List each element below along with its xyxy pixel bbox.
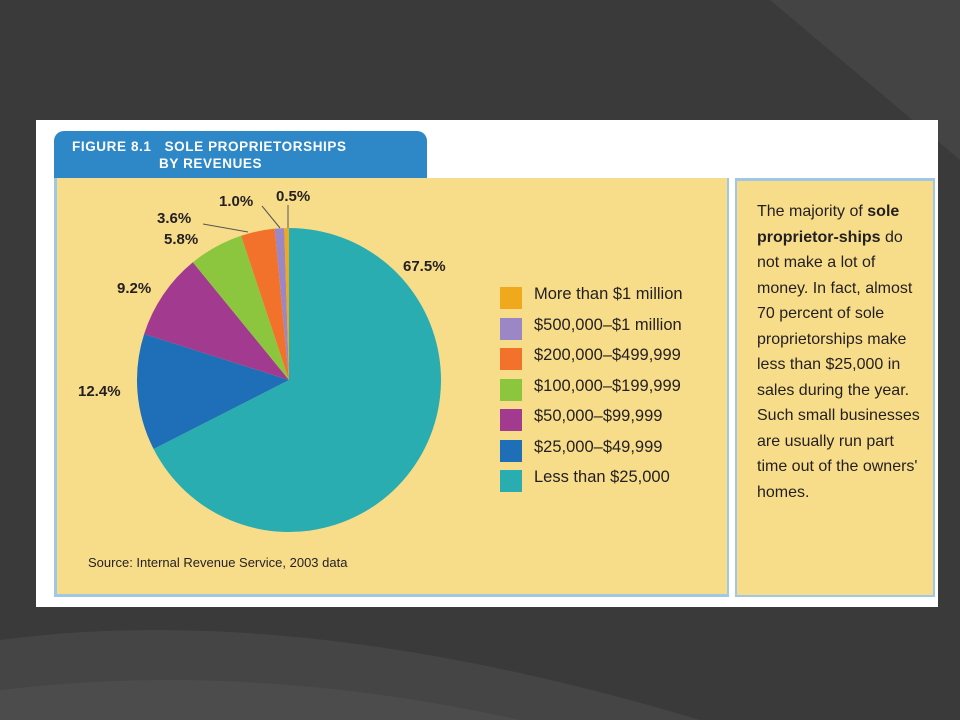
pie-slice xyxy=(284,228,289,380)
pie-percent-label: 12.4% xyxy=(78,383,121,400)
legend-label: Less than $25,000 xyxy=(534,468,670,486)
pie-percent-label: 9.2% xyxy=(117,280,152,297)
sidebar-text-part1: The majority of xyxy=(757,203,863,220)
figure-title: FIGURE 8.1 SOLE PROPRIETORSHIPS BY REVEN… xyxy=(72,138,347,172)
legend-swatch xyxy=(500,470,522,492)
sidebar-text-part2: do not make a lot of money. In fact, alm… xyxy=(757,228,920,501)
legend-swatch xyxy=(500,287,522,309)
pie-slice xyxy=(153,228,441,532)
legend-swatch xyxy=(500,317,522,340)
legend-label: $25,000–$49,999 xyxy=(534,437,663,456)
figure-title-tab xyxy=(54,131,427,179)
legend-swatch xyxy=(500,409,522,431)
legend-swatch xyxy=(500,439,522,462)
sidebar-text-bold: sole proprietor-ships xyxy=(757,203,900,246)
pie-slice xyxy=(274,228,289,380)
sidebar-text: The majority of sole proprietor-ships do… xyxy=(757,199,927,505)
legend-label: $200,000–$499,999 xyxy=(534,346,681,364)
pie-leader-line xyxy=(202,223,249,233)
legend-label: More than $1 million xyxy=(534,285,683,303)
legend-swatch xyxy=(500,378,522,401)
pie-percent-label: 5.8% xyxy=(164,231,199,248)
pie-percent-label: 67.5% xyxy=(403,258,446,275)
pie-slice xyxy=(241,228,289,380)
pie-percent-label: 1.0% xyxy=(219,193,254,210)
pie-percent-label: 0.5% xyxy=(276,188,311,205)
pie-slice xyxy=(137,333,289,450)
legend-label: $50,000–$99,999 xyxy=(534,407,663,425)
pie-slice xyxy=(192,235,289,380)
chart-source: Source: Internal Revenue Service, 2003 d… xyxy=(88,555,348,570)
sidebar-box xyxy=(735,178,935,597)
pie-slice xyxy=(144,262,289,380)
legend-swatch xyxy=(500,348,522,370)
pie-leader-line xyxy=(261,205,281,229)
pie-percent-label: 3.6% xyxy=(157,210,192,227)
figure-title-line-2: BY REVENUES xyxy=(72,156,263,171)
legend-label: $100,000–$199,999 xyxy=(534,376,681,395)
legend-label: $500,000–$1 million xyxy=(534,315,682,334)
figure-title-line-1: FIGURE 8.1 SOLE PROPRIETORSHIPS xyxy=(72,139,347,154)
